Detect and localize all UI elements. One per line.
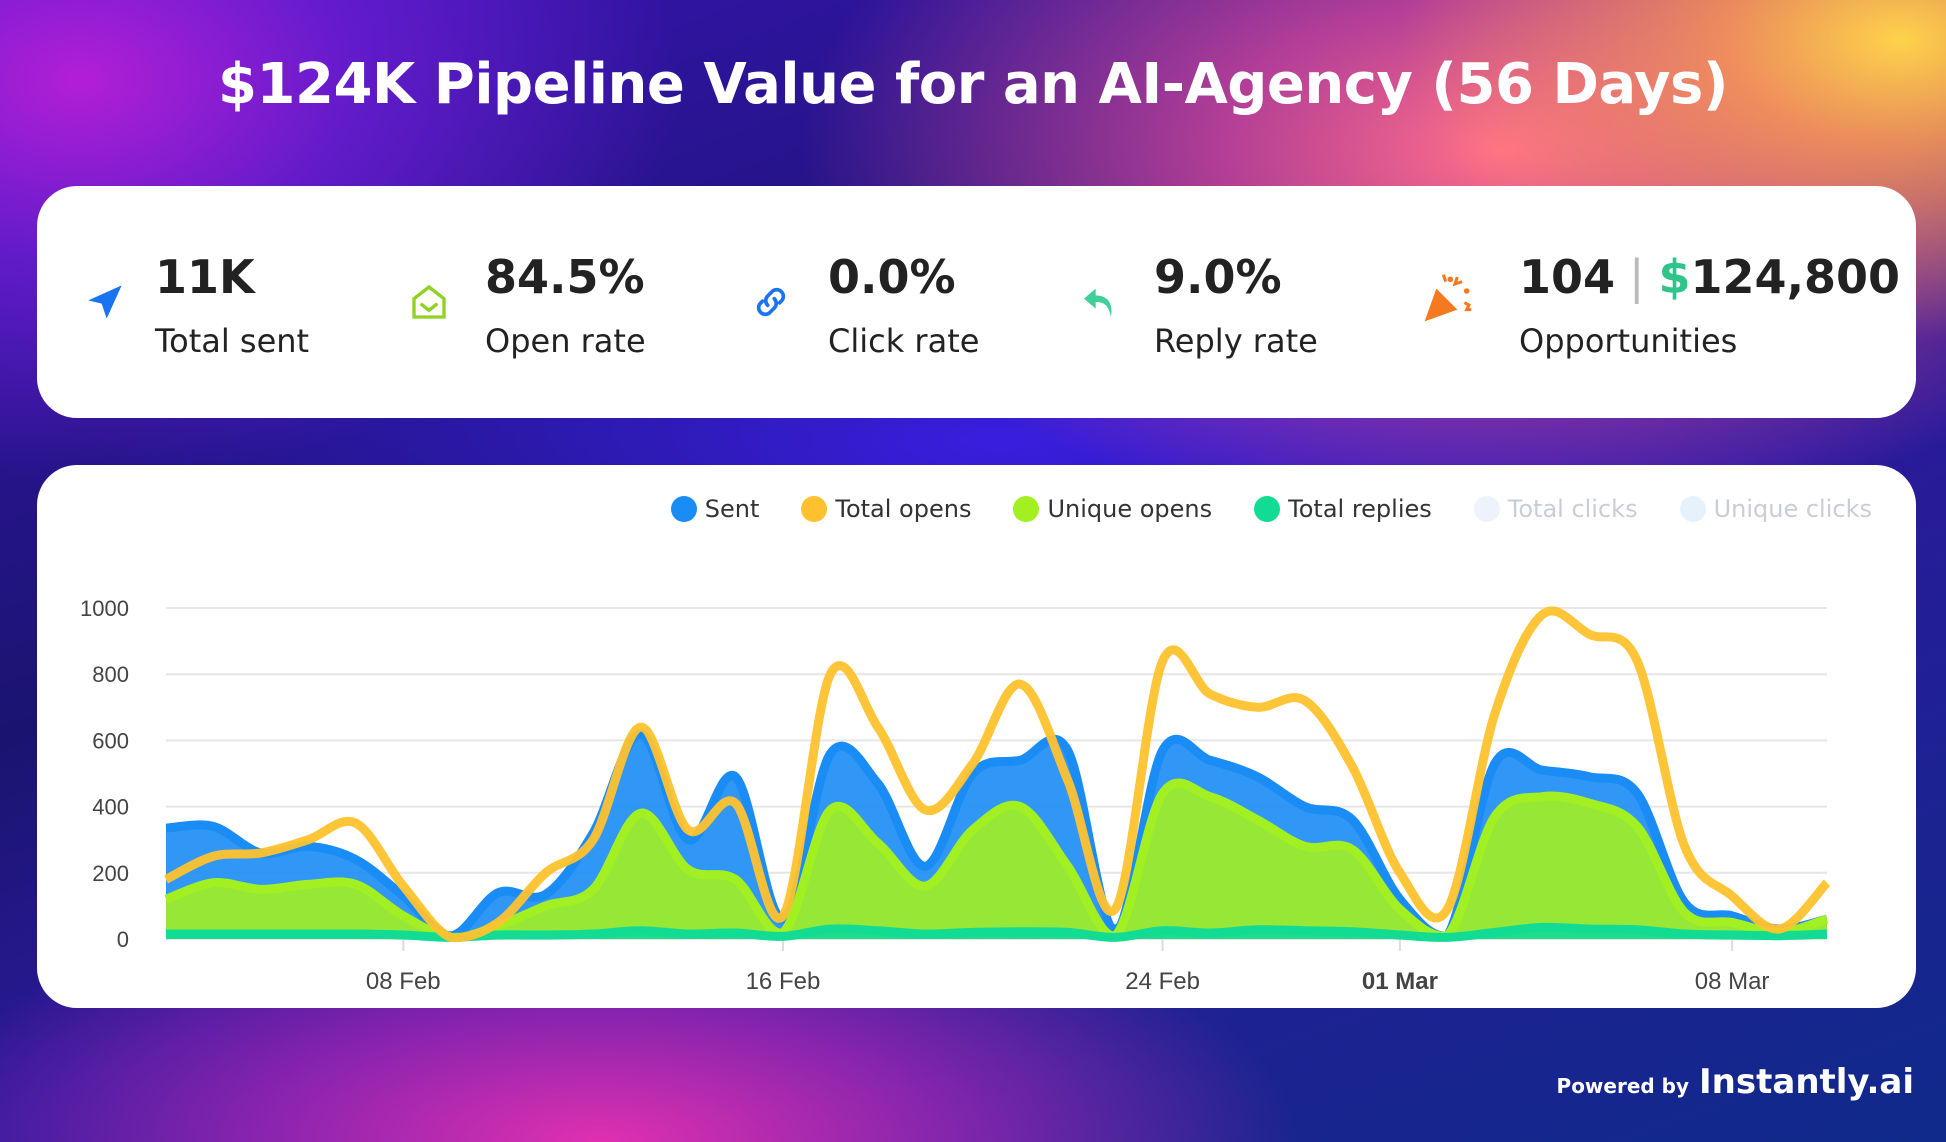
paper-plane-icon	[88, 285, 122, 319]
chart-legend: Sent Total opens Unique opens Total replies…	[670, 495, 1872, 523]
stat-label: Click rate	[828, 322, 980, 360]
legend-dot	[1473, 496, 1500, 522]
legend-item-sent[interactable]: Sent	[670, 495, 760, 523]
legend-label: Total replies	[1288, 495, 1432, 523]
stat-value: 11K	[155, 250, 255, 304]
stat-value: 0.0%	[828, 250, 956, 304]
legend-item-unique-clicks[interactable]: Unique clicks	[1679, 495, 1872, 523]
legend-label: Total opens	[835, 495, 972, 523]
legend-item-total-clicks[interactable]: Total clicks	[1473, 495, 1638, 523]
stat-label: Total sent	[155, 322, 310, 360]
x-tick-label: 24 Feb	[1125, 968, 1200, 995]
stat-label: Open rate	[485, 322, 646, 360]
link-icon	[756, 287, 786, 317]
y-tick-label: 0	[117, 927, 129, 952]
legend-label: Unique opens	[1047, 495, 1213, 523]
legend-label: Total clicks	[1507, 495, 1638, 523]
x-tick-label: 16 Feb	[746, 968, 821, 995]
footer-branding: Powered by Instantly.ai	[1557, 1062, 1914, 1102]
legend-item-unique-opens[interactable]: Unique opens	[1013, 495, 1212, 523]
stats-card: 11K Total sent 84.5% Open rate 0.0% Clic…	[37, 186, 1916, 418]
brand-logo: Instantly.ai	[1699, 1062, 1914, 1102]
legend-dot	[801, 496, 828, 522]
powered-by-text: Powered by	[1556, 1074, 1690, 1098]
legend-label: Sent	[704, 495, 760, 523]
y-tick-label: 400	[92, 795, 129, 820]
value-separator: |	[1629, 250, 1645, 304]
chart-plot: 0 200 400 600 800 1000 08 Feb 16 Feb 24 Feb 01 Ma…	[80, 596, 1831, 995]
y-tick-label: 600	[92, 728, 129, 753]
stat-label: Opportunities	[1519, 322, 1738, 360]
opportunities-count: 104	[1519, 250, 1616, 304]
stat-label: Reply rate	[1154, 322, 1318, 360]
envelope-open-icon	[412, 284, 446, 319]
stat-value: 104 | $124,800	[1519, 250, 1900, 304]
page-title: $124K Pipeline Value for an AI-Agency (5…	[218, 52, 1728, 117]
legend-dot	[1679, 496, 1706, 522]
legend-dot	[1013, 496, 1040, 522]
x-tick-label: 01 Mar	[1362, 968, 1438, 995]
pipeline-amount: 124,800	[1690, 250, 1901, 304]
y-tick-label: 800	[92, 662, 129, 687]
legend-item-total-replies[interactable]: Total replies	[1254, 495, 1432, 523]
legend-label: Unique clicks	[1713, 495, 1872, 523]
chart-card: Sent Total opens Unique opens Total replies…	[37, 465, 1916, 1008]
x-tick-label: 08 Mar	[1695, 968, 1770, 995]
y-tick-label: 200	[92, 861, 129, 886]
legend-item-total-opens[interactable]: Total opens	[801, 495, 971, 523]
currency-symbol: $	[1658, 250, 1691, 304]
x-tick-label: 08 Feb	[366, 968, 441, 995]
y-tick-label: 1000	[80, 596, 129, 621]
legend-dot	[670, 496, 697, 522]
legend-dot	[1254, 496, 1281, 522]
reply-icon	[1084, 288, 1112, 317]
party-popper-icon	[1424, 274, 1472, 322]
line-sent	[165, 729, 1829, 941]
stat-value: 84.5%	[485, 250, 645, 304]
stat-value: 9.0%	[1154, 250, 1282, 304]
